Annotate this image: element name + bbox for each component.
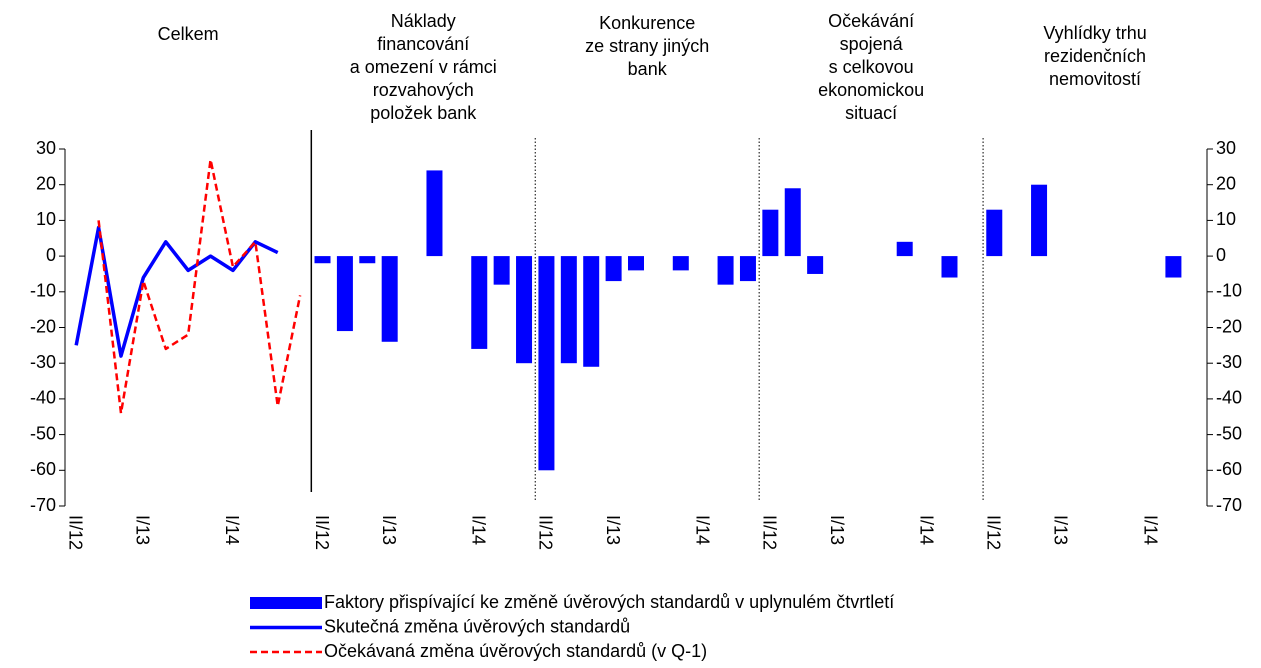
bar	[1165, 256, 1182, 278]
x-tick-label: II/12	[312, 515, 332, 550]
x-tick-label: II/12	[536, 515, 556, 550]
bar	[896, 241, 913, 257]
panel-title: Očekávání	[828, 11, 914, 31]
y-tick-label: -60	[30, 459, 56, 479]
bar	[941, 256, 958, 278]
y2-tick-label: -30	[1216, 352, 1242, 372]
bar	[739, 256, 756, 282]
legend-label: Skutečná změna úvěrových standardů	[324, 616, 630, 636]
x-tick-label: I/14	[692, 515, 712, 545]
panel-title: a omezení v rámci	[350, 57, 497, 77]
panel-title: ze strany jiných	[585, 36, 709, 56]
bar	[762, 209, 779, 257]
y2-tick-label: 10	[1216, 209, 1236, 229]
bar	[807, 256, 824, 274]
y2-tick-label: -60	[1216, 459, 1242, 479]
y-tick-label: 0	[46, 245, 56, 265]
x-tick-label: II/12	[760, 515, 780, 550]
x-tick-label: I/13	[603, 515, 623, 545]
bar	[359, 256, 376, 264]
line	[97, 158, 302, 415]
panel-title: s celkovou	[829, 57, 914, 77]
panel-title: bank	[628, 59, 668, 79]
legend-label: Faktory přispívající ke změně úvěrových …	[324, 592, 894, 612]
bar	[516, 256, 533, 364]
x-tick-label: I/14	[469, 515, 489, 545]
panel-title: Konkurence	[599, 13, 695, 33]
bar	[471, 256, 488, 349]
panel-title: situací	[845, 103, 897, 123]
bar	[538, 256, 555, 471]
bar	[381, 256, 398, 342]
y-tick-label: -40	[30, 388, 56, 408]
y-tick-label: -50	[30, 423, 56, 443]
bar	[986, 209, 1003, 257]
bar	[717, 256, 734, 285]
bar	[672, 256, 689, 271]
y2-tick-label: -70	[1216, 495, 1242, 515]
y2-tick-label: -50	[1216, 423, 1242, 443]
y2-tick-label: 20	[1216, 173, 1236, 193]
bar	[583, 256, 600, 367]
y-tick-label: 20	[36, 173, 56, 193]
y-tick-label: -10	[30, 281, 56, 301]
x-tick-label: I/14	[222, 515, 242, 545]
x-tick-label: II/12	[65, 515, 85, 550]
x-tick-label: II/12	[984, 515, 1004, 550]
bar	[628, 256, 644, 271]
panel-title: Celkem	[158, 24, 219, 44]
panel-title: financování	[377, 34, 469, 54]
y2-tick-label: 0	[1216, 245, 1226, 265]
panel-title: spojená	[840, 34, 904, 54]
legend-label: Očekávaná změna úvěrových standardů (v Q…	[324, 641, 707, 661]
bar	[426, 170, 443, 257]
panel-title: rozvahových	[373, 80, 474, 100]
y-tick-label: -70	[30, 495, 56, 515]
panel-title: rezidenčních	[1044, 46, 1146, 66]
panel-title: Náklady	[391, 11, 456, 31]
x-tick-label: I/14	[1140, 515, 1160, 545]
legend-swatch	[250, 597, 322, 609]
panel-title: Vyhlídky trhu	[1043, 23, 1146, 43]
panel-title: nemovitostí	[1049, 69, 1141, 89]
bar	[336, 256, 353, 332]
y-tick-label: 10	[36, 209, 56, 229]
bar	[314, 256, 331, 264]
y-tick-label: 30	[36, 138, 56, 158]
x-tick-label: I/13	[827, 515, 847, 545]
panel-title: položek bank	[370, 103, 477, 123]
y-tick-label: -30	[30, 352, 56, 372]
x-tick-label: I/13	[1051, 515, 1071, 545]
x-tick-label: I/13	[133, 515, 153, 545]
x-tick-label: I/13	[379, 515, 399, 545]
bar	[605, 256, 622, 282]
y2-tick-label: -10	[1216, 281, 1242, 301]
y2-tick-label: 30	[1216, 138, 1236, 158]
panel-title: ekonomickou	[818, 80, 924, 100]
x-tick-label: I/14	[916, 515, 936, 545]
bar	[1031, 184, 1048, 257]
bar	[784, 188, 801, 257]
y2-tick-label: -40	[1216, 388, 1242, 408]
y2-tick-label: -20	[1216, 316, 1242, 336]
y-tick-label: -20	[30, 316, 56, 336]
bar	[560, 256, 577, 364]
bar	[493, 256, 510, 285]
